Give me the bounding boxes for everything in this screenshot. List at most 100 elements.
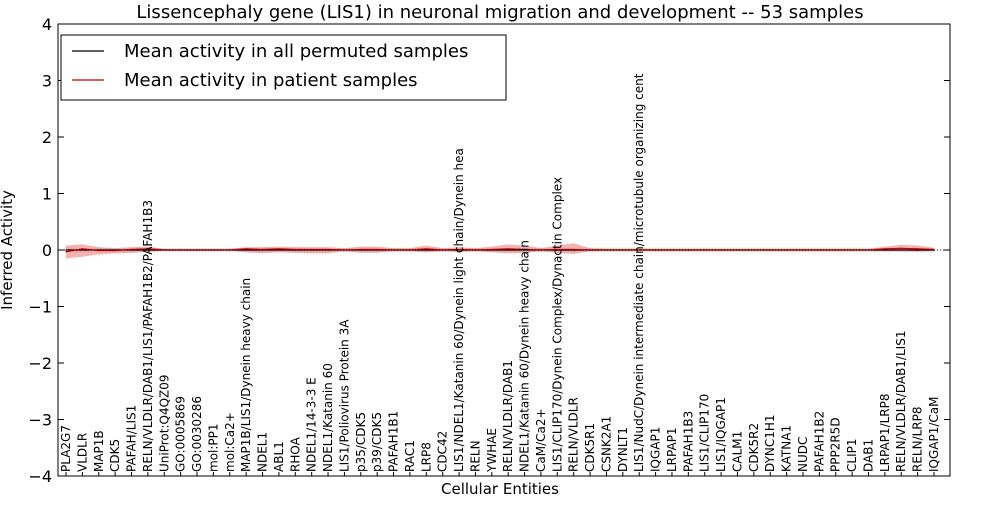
y-tick-label: −2 <box>28 354 52 373</box>
x-tick-label: LIS1/NudC/Dynein intermediate chain/micr… <box>632 73 646 472</box>
permuted-point <box>65 249 67 251</box>
patient-point <box>65 251 67 253</box>
x-tick-label: RAC1 <box>403 440 417 472</box>
permuted-point <box>917 249 919 251</box>
x-tick-label: CSNK2A1 <box>599 416 613 472</box>
patient-point <box>704 249 706 251</box>
x-tick-label: GO:0030286 <box>190 396 204 472</box>
x-tick-label: NDEL1/Katanin 60 <box>321 363 335 472</box>
x-tick-label: LRPAP1/LRP8 <box>878 393 892 472</box>
patient-point <box>311 248 313 251</box>
y-axis-label: Inferred Activity <box>0 190 16 310</box>
patient-point <box>245 248 247 250</box>
x-tick-label: LRPAP1 <box>665 427 679 472</box>
x-tick-label: mol:PP1 <box>206 423 220 472</box>
patient-point <box>573 248 575 251</box>
y-tick-label: −1 <box>28 298 52 317</box>
x-tick-label: LRP8 <box>419 442 433 472</box>
x-tick-label: RELN/VLDLR/DAB1 <box>501 360 515 472</box>
patient-point <box>491 248 493 251</box>
x-tick-label: DYNC1H1 <box>763 414 777 472</box>
x-tick-label: PAFAH1B2 <box>812 411 826 472</box>
y-tick-label: 4 <box>42 15 52 34</box>
x-tick-label: RELN/VLDLR/DAB1/LIS1/PAFAH1B2/PAFAH1B3 <box>141 200 155 472</box>
x-tick-label: MAP1B <box>92 430 106 472</box>
patient-point <box>507 248 509 250</box>
x-tick-label: UniProt:Q4QZ09 <box>157 374 171 472</box>
x-tick-label: NDEL1/Katanin 60/Dynein heavy chain <box>518 240 532 472</box>
x-tick-label: CLIP1 <box>845 439 859 472</box>
y-tick-label: 2 <box>42 128 52 147</box>
x-tick-label: GO:0005869 <box>174 396 188 472</box>
patient-point <box>278 248 280 250</box>
x-tick-label: LIS1/CLIP170 <box>698 394 712 472</box>
patient-point <box>884 248 886 250</box>
x-tick-label: PAFAH/LIS1 <box>125 405 139 472</box>
x-tick-label: IQGAP1 <box>649 427 663 472</box>
x-tick-label: NDEL1/14-3-3 E <box>305 377 319 472</box>
legend-box <box>60 34 507 101</box>
x-tick-label: IQGAP1/CaM <box>927 397 941 473</box>
x-tick-label: PPP2R5D <box>829 417 843 472</box>
chart-title: Lissencephaly gene (LIS1) in neuronal mi… <box>136 2 863 23</box>
patient-series-line <box>65 247 935 253</box>
patient-point <box>786 249 788 251</box>
legend-permuted-label: Mean activity in all permuted samples <box>124 41 468 62</box>
x-tick-label: CDK5R2 <box>747 423 761 472</box>
patient-point <box>458 248 460 251</box>
x-tick-label: VLDLR <box>75 433 89 472</box>
x-tick-label: RHOA <box>288 436 302 472</box>
patient-point <box>523 248 526 251</box>
x-tick-label: YWHAE <box>485 428 499 473</box>
patient-point <box>900 247 902 249</box>
x-tick-label: CDC42 <box>436 431 450 472</box>
legend: Mean activity in all permuted samples Me… <box>60 34 507 101</box>
patient-point <box>425 248 427 250</box>
patient-point <box>343 249 346 251</box>
x-tick-label: LIS1/CLIP170/Dynein Complex/Dynactin Com… <box>550 177 564 472</box>
x-tick-label: LIS1/IQGAP1 <box>714 397 728 472</box>
patient-point <box>917 248 919 250</box>
patient-point <box>147 248 149 250</box>
patient-point <box>851 249 853 251</box>
y-tick-label: 1 <box>42 185 52 204</box>
x-tick-label: RELN/VLDLR/DAB1/LIS1 <box>894 331 908 472</box>
x-tick-label: mol:Ca2+ <box>223 412 237 472</box>
patient-point <box>98 249 100 252</box>
patient-band <box>66 243 934 259</box>
patient-point <box>81 248 83 250</box>
x-tick-label: CALM1 <box>730 431 744 472</box>
x-tick-label: LIS1/NDEL1/Katanin 60/Dynein light chain… <box>452 148 466 472</box>
legend-patient-label: Mean activity in patient samples <box>124 70 418 91</box>
x-tick-label: DYNLT1 <box>616 427 630 472</box>
x-tick-label: NUDC <box>796 437 810 472</box>
patient-point <box>671 249 673 251</box>
x-tick-label: ABL1 <box>272 441 286 472</box>
x-tick-label: CaM/Ca2+ <box>534 408 548 472</box>
patient-point <box>638 249 640 251</box>
patient-point <box>392 249 395 251</box>
x-tick-label: RELN <box>468 440 482 472</box>
x-tick-label: CDK5R1 <box>583 423 597 472</box>
x-tick-label: NDEL1 <box>256 432 270 472</box>
plot-frame <box>57 23 951 477</box>
x-axis-label: Cellular Entities <box>441 480 559 498</box>
x-tick-label: MAP1B/LIS1/Dynein heavy chain <box>239 278 253 472</box>
patient-point <box>605 249 608 251</box>
x-tick-label: RELN/LRP8 <box>911 406 925 472</box>
patient-point <box>556 248 558 251</box>
x-tick-label: p35/CDK5 <box>354 412 368 472</box>
x-tick-label: p39/CDK5 <box>370 412 384 472</box>
x-tick-label: RELN/VLDLR <box>567 397 581 472</box>
x-tick-label: CDK5 <box>108 439 122 472</box>
patient-point <box>818 249 820 251</box>
permuted-point <box>884 249 886 251</box>
y-tick-label: 0 <box>42 241 52 260</box>
permuted-point <box>425 249 427 251</box>
y-tick-label: −4 <box>28 467 52 486</box>
y-tick-label: −3 <box>28 411 52 430</box>
x-tick-label: PAFAH1B1 <box>387 411 401 472</box>
x-tick-label: LIS1/Poliovirus Protein 3A <box>337 319 351 472</box>
